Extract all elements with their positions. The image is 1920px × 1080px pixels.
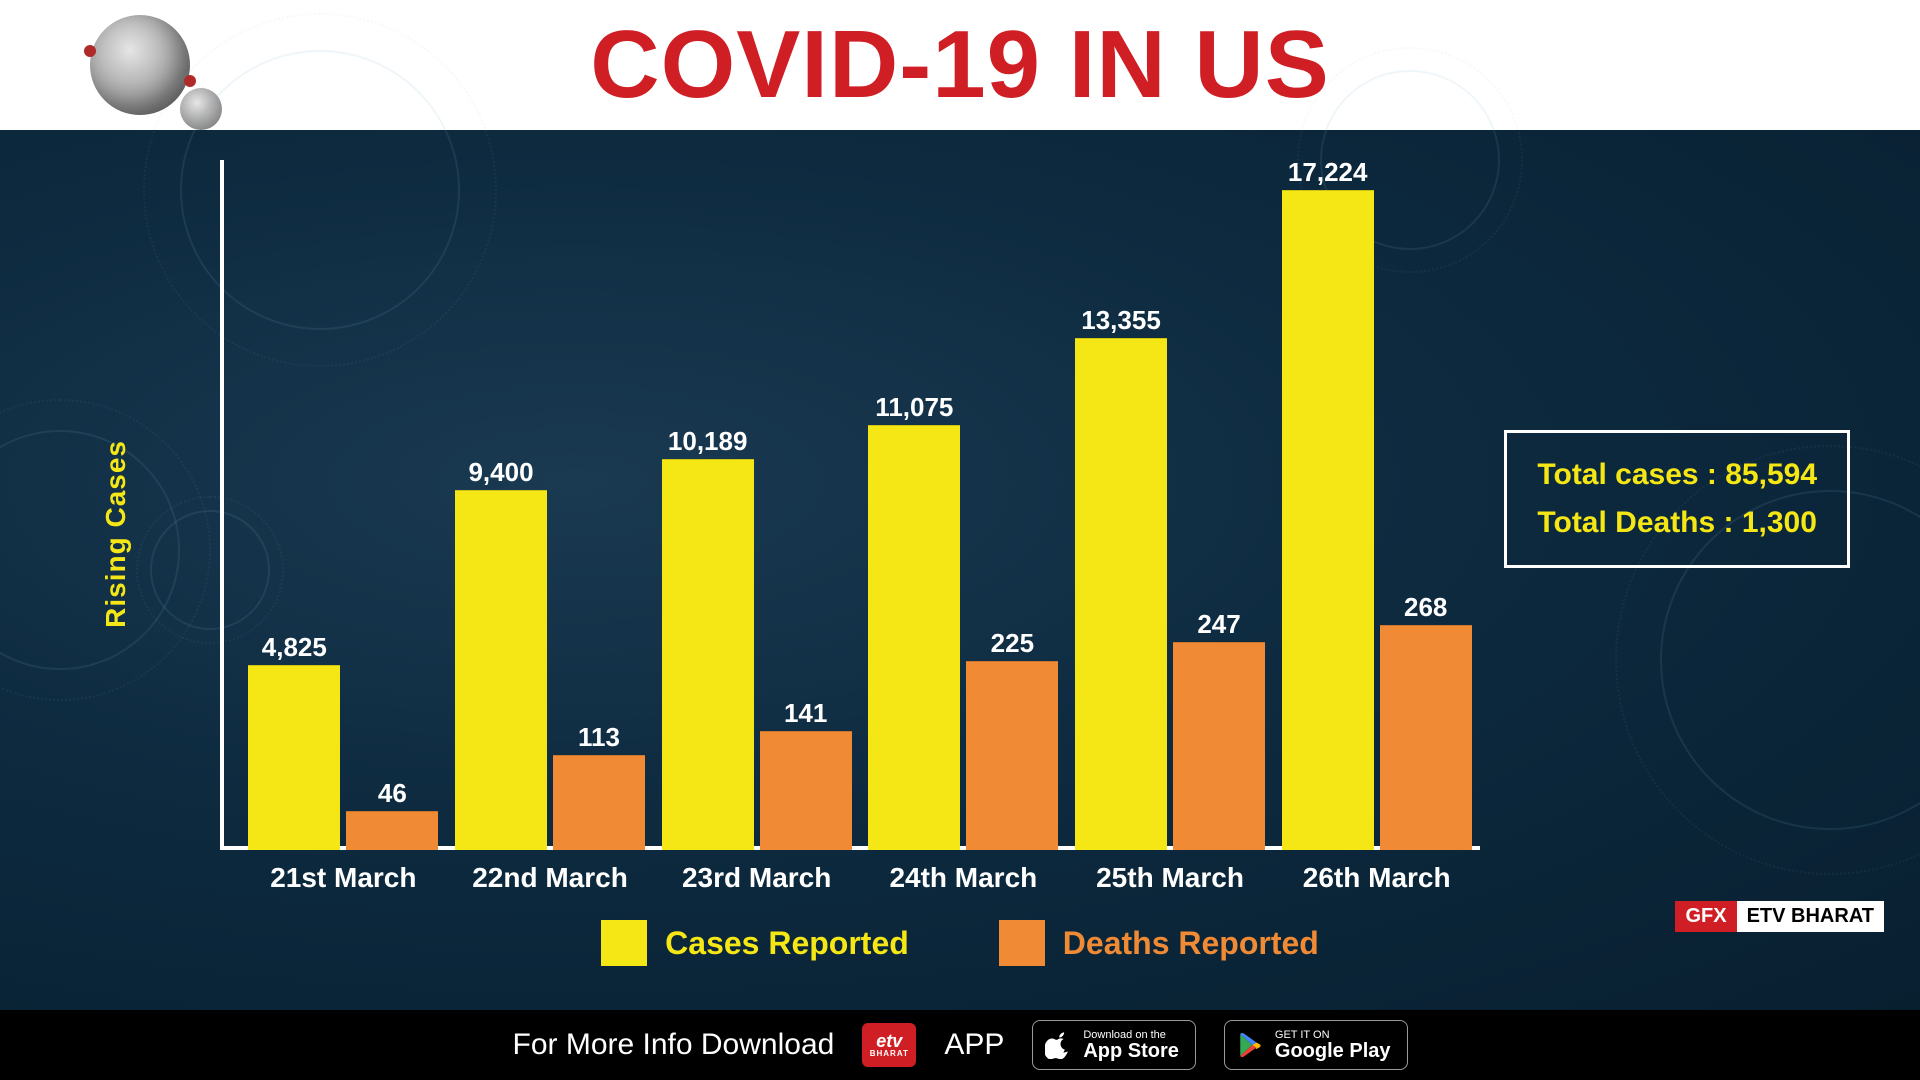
etv-logo-top: etv [876,1032,902,1050]
bar-group: 9,400113 [447,490,654,850]
legend-label-deaths: Deaths Reported [1063,925,1319,962]
x-tick-label: 26th March [1273,850,1480,900]
bar-cases: 9,400 [455,490,547,850]
googleplay-button[interactable]: GET IT ON Google Play [1224,1020,1408,1070]
bar-value-label: 13,355 [1081,305,1161,336]
x-tick-label: 22nd March [447,850,654,900]
brand-etv: ETV BHARAT [1737,901,1884,932]
bar-deaths: 46 [346,811,438,850]
bar-group: 4,82546 [240,665,447,850]
x-axis-labels: 21st March22nd March23rd March24th March… [240,850,1480,900]
bar-value-label: 225 [991,628,1034,659]
bar-value-label: 11,075 [875,392,953,423]
chart-body: Rising Cases 4,825469,40011310,18914111,… [0,130,1920,1010]
total-deaths: Total Deaths : 1,300 [1537,499,1817,547]
bar-value-label: 113 [578,722,620,753]
footer-text: For More Info Download [513,1028,835,1062]
x-tick-label: 25th March [1067,850,1274,900]
x-tick-label: 23rd March [653,850,860,900]
bar-cases: 17,224 [1282,190,1374,850]
bar-deaths: 113 [553,755,645,850]
googleplay-bottom: Google Play [1275,1041,1391,1061]
bar-cases: 10,189 [662,459,754,850]
bar-group: 13,355247 [1067,338,1274,850]
brand-badge: GFX ETV BHARAT [1675,901,1884,932]
bar-value-label: 9,400 [468,457,533,488]
bar-value-label: 141 [784,698,827,729]
legend: Cases Reported Deaths Reported [0,920,1920,966]
bar-value-label: 247 [1197,609,1240,640]
bar-value-label: 17,224 [1288,157,1368,188]
bar-cases: 4,825 [248,665,340,850]
appstore-button[interactable]: Download on the App Store [1032,1020,1196,1070]
y-axis [220,160,224,850]
totals-box: Total cases : 85,594 Total Deaths : 1,30… [1504,430,1850,568]
total-cases: Total cases : 85,594 [1537,451,1817,499]
x-tick-label: 24th March [860,850,1067,900]
bar-deaths: 141 [760,731,852,850]
page: COVID-19 IN US Rising Cases 4,825469,400… [0,0,1920,1080]
bar-cases: 11,075 [868,425,960,850]
bar-value-label: 10,189 [668,426,748,457]
footer: For More Info Download etv BHARAT APP Do… [0,1010,1920,1080]
legend-swatch-cases [601,920,647,966]
bar-group: 17,224268 [1273,190,1480,850]
etv-logo-icon: etv BHARAT [862,1023,916,1067]
bar-deaths: 268 [1380,625,1472,851]
legend-label-cases: Cases Reported [665,925,909,962]
legend-item-cases: Cases Reported [601,920,909,966]
bar-groups: 4,825469,40011310,18914111,07522513,3552… [240,160,1480,850]
google-play-icon [1237,1032,1263,1058]
page-title: COVID-19 IN US [590,10,1329,120]
bar-value-label: 46 [378,778,407,809]
apple-icon [1045,1031,1073,1059]
bar-value-label: 4,825 [262,632,327,663]
bar-deaths: 247 [1173,642,1265,850]
legend-item-deaths: Deaths Reported [999,920,1319,966]
appstore-bottom: App Store [1083,1041,1179,1061]
etv-logo-bottom: BHARAT [870,1050,909,1058]
legend-swatch-deaths [999,920,1045,966]
bar-chart: Rising Cases 4,825469,40011310,18914111,… [220,160,1480,900]
bar-cases: 13,355 [1075,338,1167,850]
bar-group: 10,189141 [653,459,860,850]
y-axis-label: Rising Cases [100,440,132,628]
bar-group: 11,075225 [860,425,1067,850]
x-tick-label: 21st March [240,850,447,900]
brand-gfx: GFX [1675,901,1736,932]
bar-deaths: 225 [966,661,1058,850]
bar-value-label: 268 [1404,592,1447,623]
footer-app-word: APP [944,1028,1004,1062]
